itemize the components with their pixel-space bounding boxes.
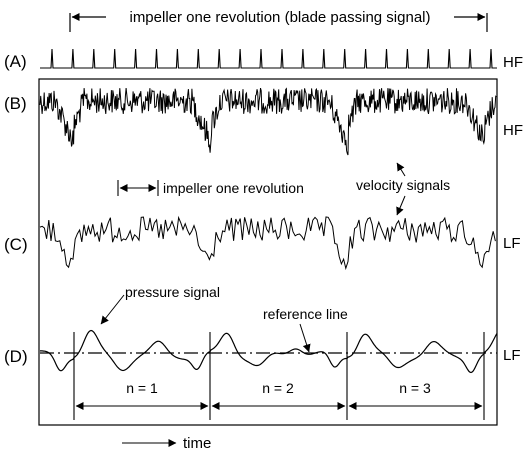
- revolution-label-2: n = 2: [262, 380, 294, 396]
- band-label-c: LF: [503, 235, 521, 252]
- time-label: time: [183, 435, 211, 452]
- pressure-annotation: pressure signal: [125, 284, 220, 300]
- row-label-d: (D): [4, 347, 28, 366]
- blade-pulse-train: [40, 48, 497, 69]
- signal-panel-frame: [38, 78, 498, 426]
- pressure-arrow: [100, 294, 125, 325]
- band-label-b: HF: [503, 122, 523, 139]
- band-label-d: LF: [503, 347, 521, 364]
- velocity-annotation: velocity signals: [356, 177, 450, 193]
- velocity-signal-lf: [39, 215, 496, 271]
- top-annotation-text: impeller one revolution (blade passing s…: [129, 9, 430, 26]
- pressure-signal: [40, 329, 498, 374]
- revolution-label-3: n = 3: [399, 380, 431, 396]
- revolution-label-1: n = 1: [126, 380, 158, 396]
- reference-arrow: [299, 323, 311, 353]
- band-label-a: HF: [503, 54, 523, 71]
- velocity-signal-hf: [39, 87, 497, 156]
- velocity-arrow-down: [396, 195, 406, 216]
- revolution-annotation: impeller one revolution: [163, 180, 304, 196]
- reference-annotation: reference line: [263, 306, 348, 322]
- revolution-markers: [73, 332, 485, 420]
- row-label-b: (B): [4, 94, 27, 113]
- velocity-arrow-up: [396, 162, 406, 177]
- row-label-c: (C): [4, 235, 28, 254]
- small-revolution-span: [117, 180, 159, 196]
- row-label-a: (A): [4, 52, 27, 71]
